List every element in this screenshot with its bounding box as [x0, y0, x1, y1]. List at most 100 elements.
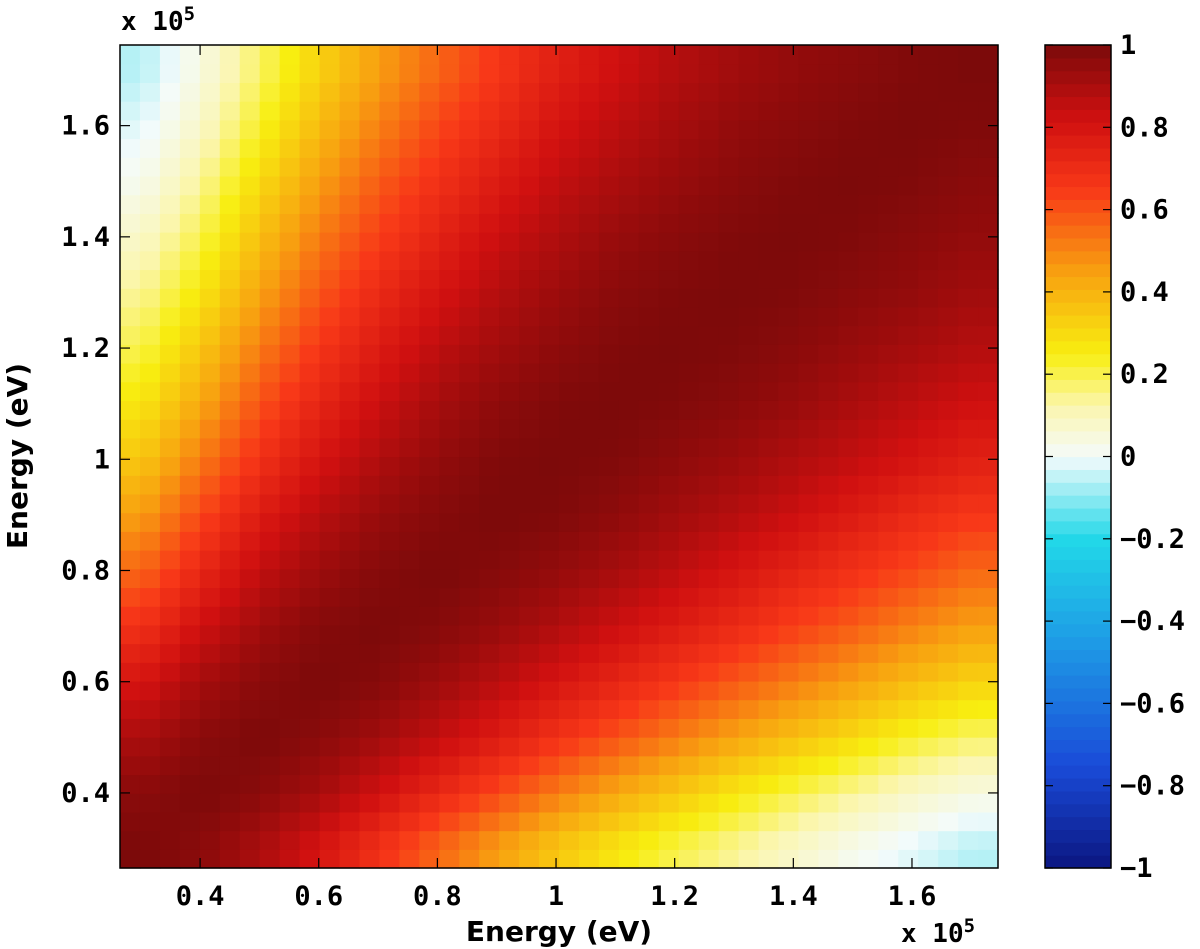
heatmap-cell — [638, 288, 660, 308]
heatmap-cell — [159, 737, 181, 757]
heatmap-cell — [818, 830, 839, 850]
heatmap-cell — [778, 400, 800, 420]
heatmap-cell — [598, 175, 620, 196]
heatmap-cell — [399, 811, 420, 832]
heatmap-cell — [399, 793, 420, 813]
heatmap-cell — [519, 63, 540, 83]
heatmap-cell — [219, 755, 241, 776]
heatmap-cell — [738, 437, 760, 458]
heatmap-cell — [578, 325, 600, 345]
heatmap-cell — [918, 737, 939, 757]
heatmap-cell — [139, 344, 161, 364]
heatmap-cell — [419, 419, 440, 439]
heatmap-cell — [419, 699, 440, 719]
heatmap-cell — [139, 194, 161, 214]
heatmap-cell — [818, 101, 839, 121]
heatmap-cell — [259, 680, 281, 701]
heatmap-cell — [638, 381, 660, 401]
heatmap-cell — [319, 755, 341, 776]
heatmap-cell — [559, 344, 580, 364]
heatmap-cell — [219, 232, 241, 252]
heatmap-cell — [718, 325, 740, 345]
heatmap-cell — [239, 550, 261, 570]
heatmap-cell — [938, 419, 959, 439]
heatmap-cell — [578, 643, 600, 663]
heatmap-cell — [578, 755, 600, 776]
heatmap-cell — [658, 456, 680, 476]
heatmap-cell — [419, 437, 440, 458]
heatmap-cell — [758, 493, 780, 514]
heatmap-cell — [299, 63, 321, 83]
heatmap-cell — [978, 381, 999, 401]
heatmap-cell — [459, 362, 480, 383]
heatmap-cell — [120, 250, 141, 271]
heatmap-cell — [359, 718, 380, 738]
colorbar-level — [1045, 199, 1111, 213]
heatmap-cell — [519, 45, 540, 65]
heatmap-cell — [319, 437, 341, 458]
heatmap-cell — [299, 718, 321, 738]
heatmap-cell — [379, 232, 400, 252]
heatmap-cell — [259, 587, 281, 607]
heatmap-cell — [658, 643, 680, 663]
heatmap-cell — [479, 680, 500, 701]
heatmap-cell — [159, 624, 181, 645]
heatmap-cell — [618, 232, 640, 252]
heatmap-cell — [738, 849, 760, 869]
heatmap-cell — [199, 849, 221, 869]
colorbar-level — [1045, 430, 1111, 445]
heatmap-cell — [239, 138, 261, 158]
heatmap-cell — [678, 82, 700, 102]
heatmap-cell — [778, 306, 800, 327]
heatmap-cell — [718, 250, 740, 271]
colorbar-tick-label: 0.2 — [1120, 359, 1169, 390]
heatmap-cell — [818, 568, 839, 589]
heatmap-cell — [439, 662, 460, 682]
heatmap-cell — [479, 830, 500, 850]
heatmap-cell — [439, 699, 460, 719]
heatmap-cell — [559, 493, 580, 514]
heatmap-cell — [718, 138, 740, 158]
heatmap-cell — [519, 344, 540, 364]
heatmap-cell — [858, 587, 879, 607]
heatmap-cell — [598, 718, 620, 738]
heatmap-cell — [738, 643, 760, 663]
heatmap-cell — [239, 325, 261, 345]
heatmap-cell — [279, 624, 301, 645]
heatmap-cell — [638, 568, 660, 589]
heatmap-cell — [598, 680, 620, 701]
heatmap-cell — [199, 325, 221, 345]
heatmap-cell — [958, 755, 979, 776]
heatmap-cell — [678, 344, 700, 364]
heatmap-cell — [978, 774, 999, 794]
heatmap-cell — [898, 82, 919, 102]
heatmap-cell — [898, 774, 919, 794]
heatmap-cell — [479, 718, 500, 738]
heatmap-cell — [758, 737, 780, 757]
heatmap-cell — [958, 475, 979, 495]
heatmap-cell — [179, 362, 201, 383]
heatmap-cell — [399, 250, 420, 271]
heatmap-cell — [918, 811, 939, 832]
heatmap-cell — [120, 157, 141, 177]
heatmap-cell — [279, 400, 301, 420]
y-axis-multiplier: x 105 — [121, 3, 195, 37]
heatmap-cell — [738, 250, 760, 271]
heatmap-cell — [958, 306, 979, 327]
heatmap-cell — [379, 606, 400, 626]
heatmap-cell — [299, 531, 321, 551]
heatmap-cell — [179, 512, 201, 532]
heatmap-cell — [818, 737, 839, 757]
heatmap-cell — [239, 119, 261, 140]
heatmap-cell — [179, 662, 201, 682]
heatmap-cell — [658, 381, 680, 401]
heatmap-cell — [918, 550, 939, 570]
heatmap-cell — [618, 344, 640, 364]
heatmap-cell — [279, 437, 301, 458]
heatmap-cell — [978, 680, 999, 701]
heatmap-cell — [958, 774, 979, 794]
heatmap-cell — [219, 213, 241, 233]
heatmap-cell — [718, 101, 740, 121]
colorbar-level — [1045, 135, 1111, 149]
heatmap-cell — [139, 157, 161, 177]
